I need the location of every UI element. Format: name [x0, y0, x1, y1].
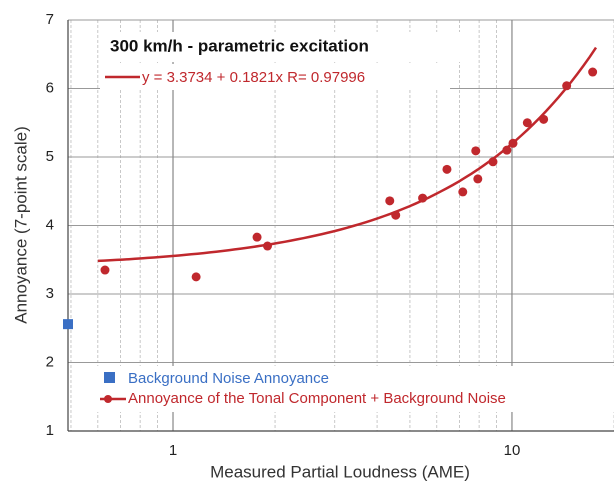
title-box [100, 32, 460, 62]
legend-box [95, 366, 614, 412]
point [539, 114, 549, 124]
point [488, 157, 498, 167]
chart-title: 300 km/h - parametric excitation [110, 36, 369, 55]
legend-marker [104, 372, 115, 383]
point [588, 67, 598, 77]
point [385, 196, 395, 206]
point [191, 272, 201, 282]
legend-label: Annoyance of the Tonal Component + Backg… [128, 390, 506, 407]
point [458, 187, 468, 197]
y-tick-label: 7 [46, 11, 54, 28]
point [100, 265, 110, 275]
legend-label: Background Noise Annoyance [128, 370, 329, 387]
legend-marker [104, 395, 112, 403]
point [63, 319, 73, 330]
x-tick-label: 10 [504, 442, 521, 459]
point [262, 241, 272, 251]
point [562, 81, 572, 91]
point [502, 145, 512, 155]
point [473, 174, 483, 184]
point [522, 118, 532, 128]
x-tick-label: 1 [169, 442, 177, 459]
x-axis-label: Measured Partial Loudness (AME) [210, 462, 470, 481]
point [471, 146, 481, 156]
y-axis-label: Annoyance (7-point scale) [11, 126, 30, 324]
fit-label-box [100, 64, 450, 90]
y-tick-label: 2 [46, 353, 54, 370]
point [391, 210, 401, 220]
point [418, 193, 428, 203]
y-tick-label: 3 [46, 285, 54, 302]
point [252, 232, 262, 242]
point [508, 138, 518, 148]
y-tick-label: 4 [46, 216, 54, 233]
y-tick-label: 1 [46, 422, 54, 439]
point [442, 164, 452, 174]
y-tick-label: 5 [46, 148, 54, 165]
y-tick-label: 6 [46, 79, 54, 96]
fit-label: y = 3.3734 + 0.1821x R= 0.97996 [142, 69, 365, 86]
